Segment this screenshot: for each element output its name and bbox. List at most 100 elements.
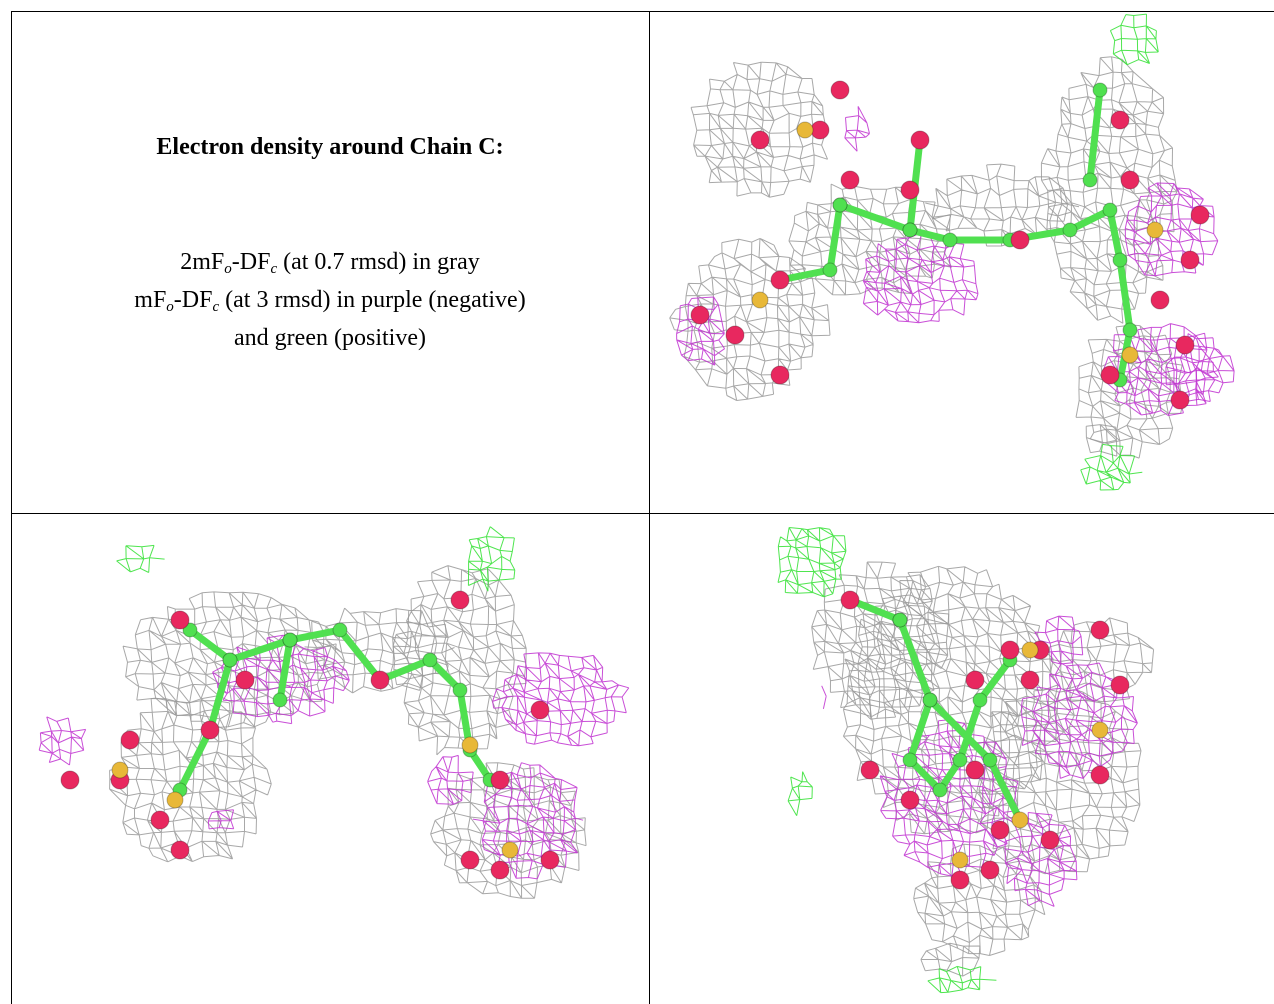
text-part: -DF bbox=[173, 287, 213, 313]
text-part: o bbox=[224, 261, 232, 277]
atom bbox=[166, 791, 184, 809]
density-mesh bbox=[427, 754, 474, 805]
density-mesh bbox=[1109, 13, 1159, 66]
atom bbox=[910, 130, 930, 150]
atom bbox=[950, 870, 970, 890]
atom bbox=[1062, 222, 1078, 238]
atom bbox=[170, 840, 190, 860]
atom bbox=[932, 782, 948, 798]
atom bbox=[1000, 640, 1020, 660]
description: 2mFo-DFc (at 0.7 rmsd) in gray mFo-DFc (a… bbox=[11, 243, 649, 357]
atom bbox=[530, 700, 550, 720]
atom bbox=[900, 180, 920, 200]
density-mesh bbox=[788, 183, 953, 296]
atom bbox=[1112, 252, 1128, 268]
atom bbox=[990, 820, 1010, 840]
density-mesh bbox=[1040, 56, 1178, 324]
bond bbox=[186, 626, 494, 784]
atom bbox=[750, 130, 770, 150]
text-part: -DF bbox=[231, 249, 271, 275]
atom bbox=[725, 325, 745, 345]
atom bbox=[1180, 250, 1200, 270]
atom bbox=[1091, 721, 1109, 739]
atom bbox=[822, 262, 838, 278]
text-part: (at 0.7 rmsd) in gray bbox=[277, 249, 480, 275]
atom bbox=[830, 80, 850, 100]
atom bbox=[460, 850, 480, 870]
atom bbox=[490, 860, 510, 880]
atom bbox=[501, 841, 519, 859]
atom bbox=[1190, 205, 1210, 225]
atom bbox=[540, 850, 560, 870]
atom bbox=[1092, 82, 1108, 98]
atom bbox=[272, 692, 288, 708]
atom bbox=[370, 670, 390, 690]
atom bbox=[1150, 290, 1170, 310]
atom bbox=[422, 652, 438, 668]
atom bbox=[690, 305, 710, 325]
atom bbox=[1102, 202, 1118, 218]
atom bbox=[1170, 390, 1190, 410]
text-part: (at 3 rmsd) in purple (negative) bbox=[219, 287, 526, 313]
atom bbox=[332, 622, 348, 638]
atom bbox=[860, 760, 880, 780]
atom bbox=[120, 730, 140, 750]
atom bbox=[972, 692, 988, 708]
atom bbox=[1100, 365, 1120, 385]
density-mesh bbox=[842, 565, 1059, 835]
atom bbox=[965, 670, 985, 690]
atom bbox=[942, 232, 958, 248]
atom bbox=[1146, 221, 1164, 239]
density-mesh bbox=[821, 685, 827, 710]
atom bbox=[1021, 641, 1039, 659]
atom bbox=[490, 770, 510, 790]
atom bbox=[450, 590, 470, 610]
legend-line: 2mFo-DFc (at 0.7 rmsd) in gray bbox=[11, 243, 649, 281]
atom bbox=[832, 197, 848, 213]
text-part: and green (positive) bbox=[234, 325, 426, 351]
atom bbox=[900, 790, 920, 810]
atom bbox=[235, 670, 255, 690]
atom bbox=[1082, 172, 1098, 188]
atom bbox=[150, 810, 170, 830]
atom bbox=[1090, 765, 1110, 785]
density-mesh bbox=[787, 771, 813, 816]
density-mesh bbox=[927, 965, 997, 994]
density-mesh bbox=[492, 652, 630, 747]
atom bbox=[770, 365, 790, 385]
atom bbox=[902, 752, 918, 768]
atom bbox=[980, 860, 1000, 880]
atom bbox=[952, 752, 968, 768]
density-mesh bbox=[920, 942, 981, 977]
density-mesh bbox=[116, 544, 165, 573]
atom bbox=[452, 682, 468, 698]
legend-line: and green (positive) bbox=[11, 319, 649, 357]
density-mesh bbox=[38, 716, 87, 766]
title: Electron density around Chain C: bbox=[156, 134, 504, 160]
atom bbox=[1175, 335, 1195, 355]
text-part: 2mF bbox=[180, 249, 225, 275]
atom bbox=[840, 590, 860, 610]
atom bbox=[1110, 110, 1130, 130]
atom bbox=[200, 720, 220, 740]
density-mesh bbox=[207, 809, 235, 830]
atom bbox=[1120, 170, 1140, 190]
atom bbox=[751, 291, 769, 309]
atom bbox=[1011, 811, 1029, 829]
atom bbox=[892, 612, 908, 628]
atom bbox=[1020, 670, 1040, 690]
text-part: mF bbox=[134, 287, 167, 313]
atom bbox=[461, 736, 479, 754]
bond bbox=[1086, 86, 1104, 184]
atom bbox=[111, 761, 129, 779]
atom bbox=[1090, 620, 1110, 640]
atom bbox=[902, 222, 918, 238]
atom bbox=[1040, 830, 1060, 850]
atom bbox=[1010, 230, 1030, 250]
text-part: o bbox=[166, 299, 174, 315]
atom bbox=[770, 270, 790, 290]
atom bbox=[60, 770, 80, 790]
atom bbox=[282, 632, 298, 648]
atom bbox=[840, 170, 860, 190]
legend-line: mFo-DFc (at 3 rmsd) in purple (negative) bbox=[11, 281, 649, 319]
